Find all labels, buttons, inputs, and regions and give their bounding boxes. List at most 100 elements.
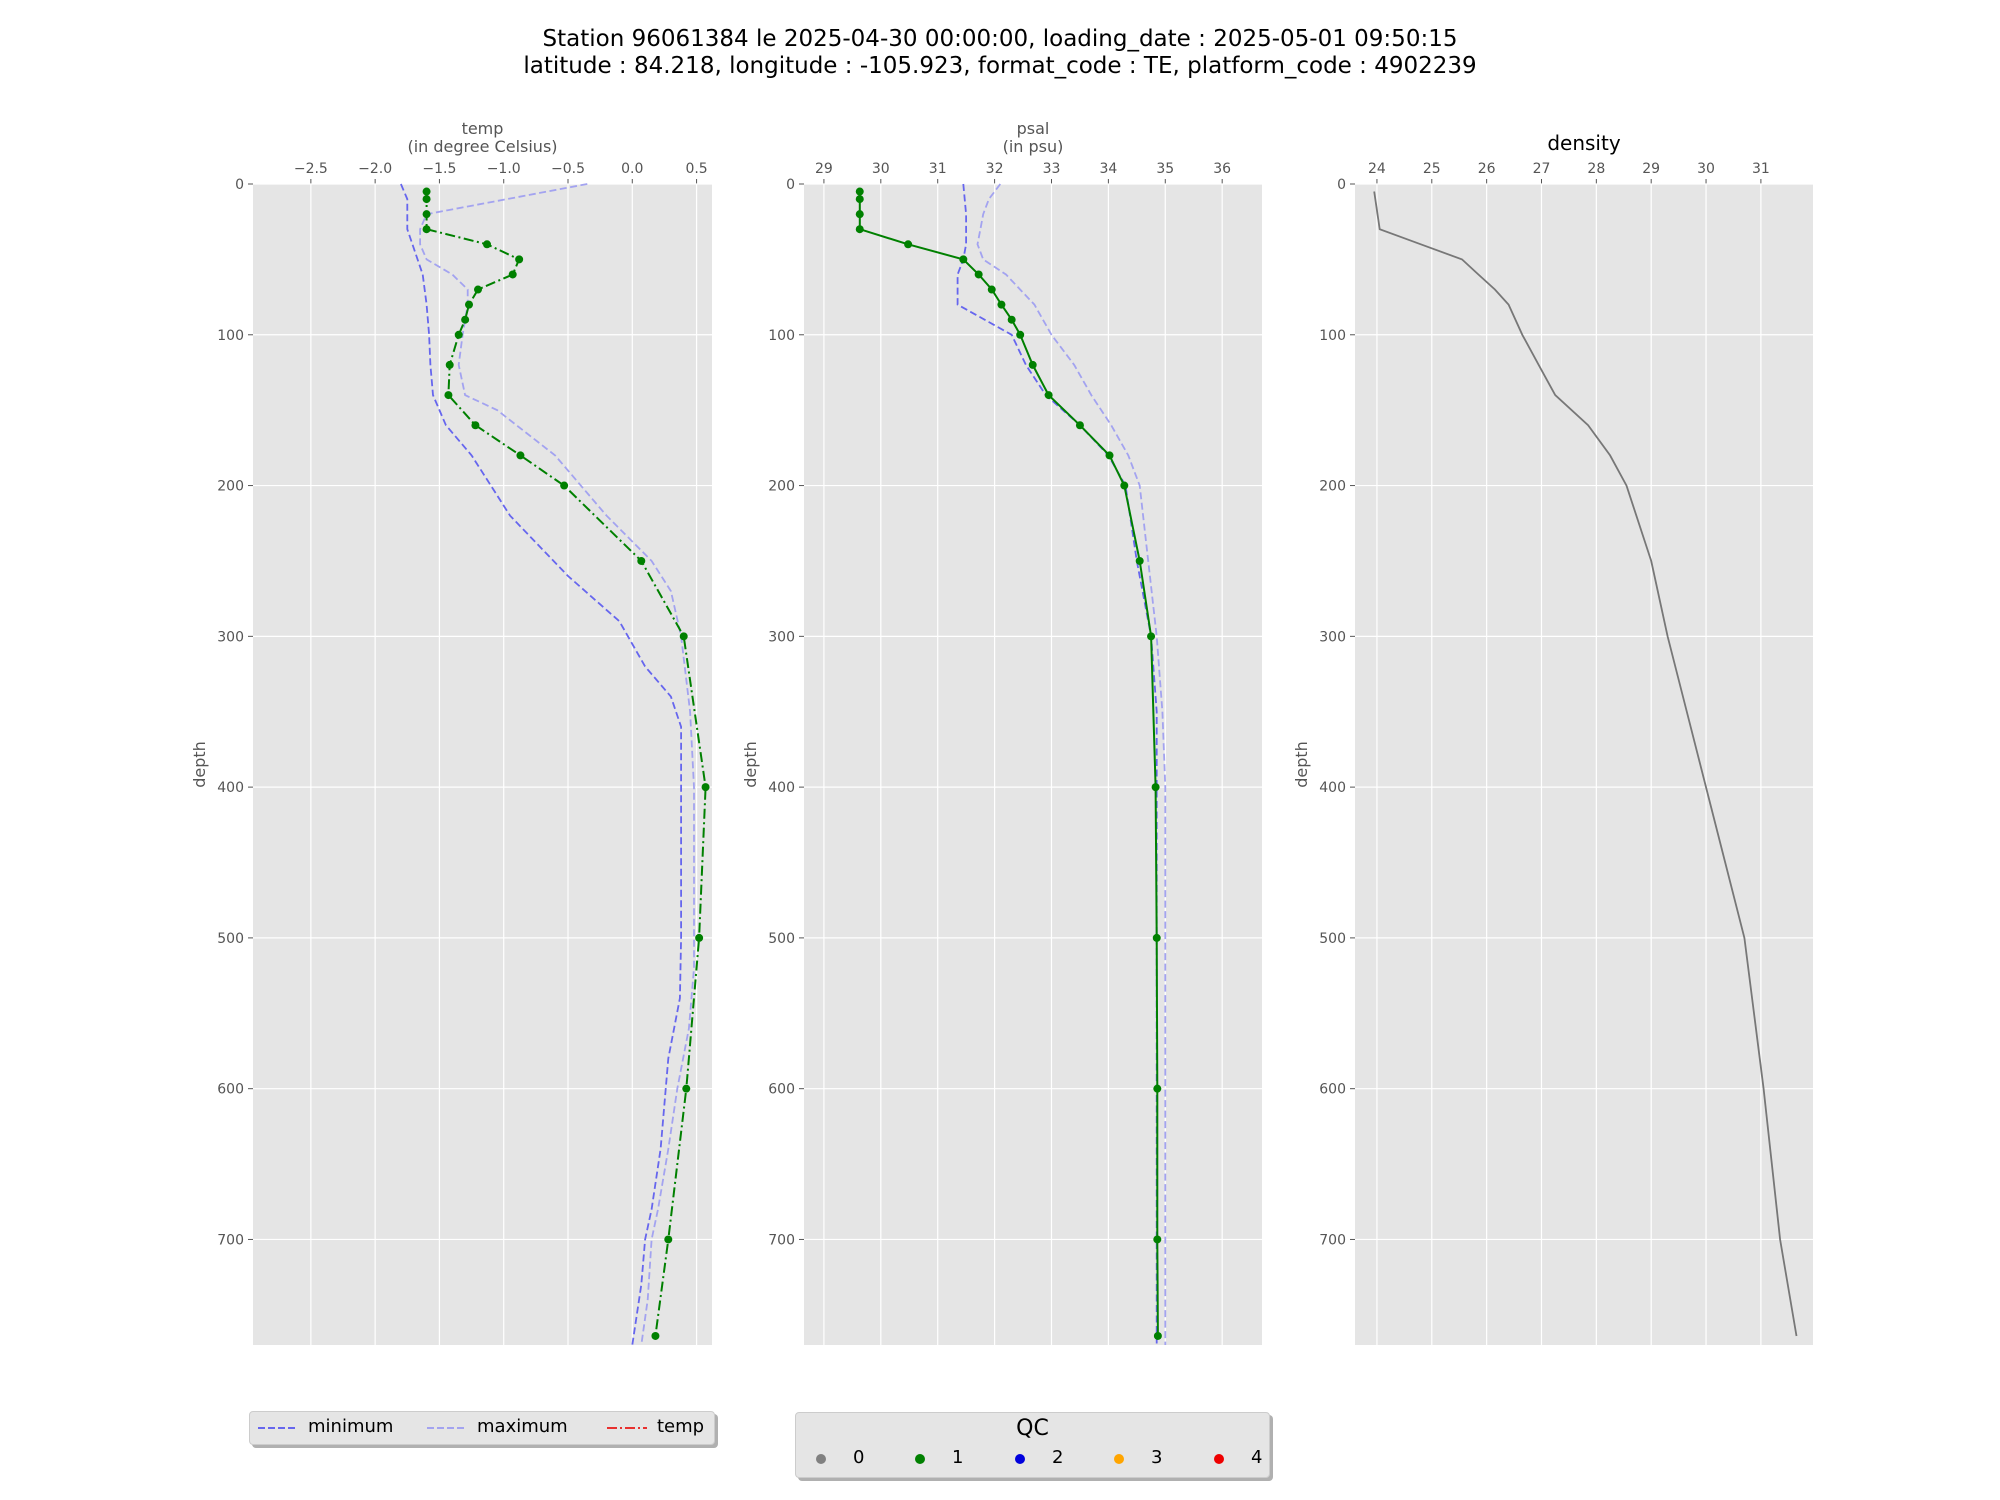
temp-ytick-label: 500 <box>217 931 244 947</box>
temp-legend-swatches <box>258 1427 647 1429</box>
psal-maximum-line <box>976 183 1167 1345</box>
qc-4-label: 4 <box>1251 1447 1263 1468</box>
density-xtick-label: 26 <box>1478 161 1496 177</box>
qc-legend: QC 0 1 2 3 4 <box>795 1412 1270 1478</box>
qc-3-label: 3 <box>1151 1447 1163 1468</box>
psal-psal-point <box>1135 556 1144 565</box>
temp-xtick-label: 0.0 <box>621 161 643 177</box>
qc-1-marker <box>915 1454 925 1464</box>
legend-temp-label: temp <box>657 1416 705 1437</box>
density-title: density <box>1547 131 1620 155</box>
density-xtick-label: 24 <box>1368 161 1386 177</box>
psal-psal-point <box>1153 1235 1162 1244</box>
figure-title-line-1: Station 96061384 le 2025-04-30 00:00:00,… <box>542 26 1458 52</box>
temp-temp-point <box>695 933 704 942</box>
qc-0-label: 0 <box>853 1447 865 1468</box>
psal-xtick-label: 32 <box>986 161 1004 177</box>
psal-psal-point <box>1147 632 1156 641</box>
temp-temp-point <box>682 1084 691 1093</box>
temp-temp-point <box>422 195 431 204</box>
temp-ytick-label: 0 <box>235 177 244 193</box>
qc-2-marker <box>1015 1454 1025 1464</box>
temp-temp-point <box>515 255 524 264</box>
density-xtick-label: 31 <box>1752 161 1770 177</box>
temp-temp-point <box>471 421 480 430</box>
temp-temp-point <box>516 451 525 460</box>
temp-ytick-label: 100 <box>217 328 244 344</box>
psal-psal-point <box>1028 360 1037 369</box>
temp-temp-point <box>508 270 517 279</box>
psal-psal-point <box>855 195 864 204</box>
psal-panel: 29 30 31 32 33 34 35 36 0 100 200 300 400 500 600 700 de… <box>741 119 1262 1345</box>
temp-temp-point <box>637 556 646 565</box>
psal-ytick-label: 100 <box>768 328 795 344</box>
temp-temp-point <box>461 315 470 324</box>
temp-xtick-label: −1.5 <box>422 161 456 177</box>
density-panel: 24 25 26 27 28 29 30 31 0 100 200 300 400 500 600 700 de… <box>1292 131 1813 1345</box>
psal-psal-point <box>1153 1084 1162 1093</box>
psal-xlabel-line: psal <box>1017 119 1050 138</box>
psal-ytick-label: 600 <box>768 1082 795 1098</box>
temp-xtick-label: 0.5 <box>685 161 707 177</box>
qc-legend-markers <box>816 1454 1224 1464</box>
density-ytick-label: 0 <box>1337 177 1346 193</box>
psal-psal-point <box>855 210 864 219</box>
temp-xtick-label: −2.5 <box>294 161 328 177</box>
temp-temp-point <box>444 391 453 400</box>
qc-0-marker <box>816 1454 826 1464</box>
temp-xtick-label: −0.5 <box>551 161 585 177</box>
psal-psal-point <box>1153 1331 1162 1340</box>
density-ytick-label: 700 <box>1319 1232 1346 1248</box>
density-plot-area <box>1355 184 1813 1345</box>
psal-psal-point <box>1007 315 1016 324</box>
temp-ytick-label: 600 <box>217 1082 244 1098</box>
psal-psal-point <box>987 285 996 294</box>
psal-psal-point <box>1016 330 1025 339</box>
psal-ytick-label: 400 <box>768 780 795 796</box>
psal-psal-point <box>1151 783 1160 792</box>
temp-temp-point <box>422 187 431 196</box>
temp-temp-point <box>474 285 482 294</box>
temp-ytick-label: 300 <box>217 629 244 645</box>
psal-ylabel: depth <box>741 741 760 788</box>
psal-psal-point <box>1105 451 1114 460</box>
temp-temp-point <box>701 783 710 792</box>
temp-xlabel-line: temp <box>462 119 504 138</box>
psal-psal-point <box>1075 421 1084 430</box>
qc-legend-title: QC <box>1016 1416 1049 1441</box>
temp-maximum-line <box>419 183 695 1346</box>
psal-xtick-label: 29 <box>815 161 833 177</box>
psal-xtick-label: 33 <box>1043 161 1061 177</box>
temp-temp-point <box>679 632 688 641</box>
temp-ylabel: depth <box>190 741 209 788</box>
psal-ytick-label: 300 <box>768 629 795 645</box>
psal-psal-point <box>904 240 913 249</box>
qc-3-marker <box>1114 1454 1124 1464</box>
psal-plot-area <box>804 184 1262 1345</box>
psal-psal-point <box>1120 481 1129 490</box>
temp-xlabel-line: (in degree Celsius) <box>407 137 557 156</box>
qc-1-label: 1 <box>952 1447 964 1468</box>
temp-panel: −2.5 −2.0 −1.5 −1.0 −0.5 0.0 0.5 0 100 200 300 400 5… <box>190 119 712 1346</box>
psal-psal-point <box>1044 391 1053 400</box>
psal-xtick-label: 35 <box>1156 161 1174 177</box>
legend-maximum-label: maximum <box>477 1416 568 1437</box>
density-ylabel: depth <box>1292 741 1311 788</box>
temp-xtick-label: −2.0 <box>358 161 392 177</box>
temp-xtick-label: −1.0 <box>487 161 521 177</box>
density-ytick-label: 600 <box>1319 1082 1346 1098</box>
density-density-line <box>1373 191 1798 1337</box>
psal-psal-point <box>997 300 1006 309</box>
density-xtick-label: 28 <box>1587 161 1605 177</box>
density-ytick-label: 200 <box>1319 479 1346 495</box>
temp-temp-point <box>560 481 569 490</box>
psal-psal-point <box>959 255 968 264</box>
psal-xtick-label: 31 <box>929 161 947 177</box>
psal-xtick-label: 36 <box>1213 161 1231 177</box>
temp-ytick-label: 200 <box>217 479 244 495</box>
density-xtick-label: 30 <box>1697 161 1715 177</box>
figure-title-line-2: latitude : 84.218, longitude : -105.923,… <box>523 53 1477 79</box>
psal-psal-point <box>1152 933 1161 942</box>
temp-ytick-label: 700 <box>217 1232 244 1248</box>
